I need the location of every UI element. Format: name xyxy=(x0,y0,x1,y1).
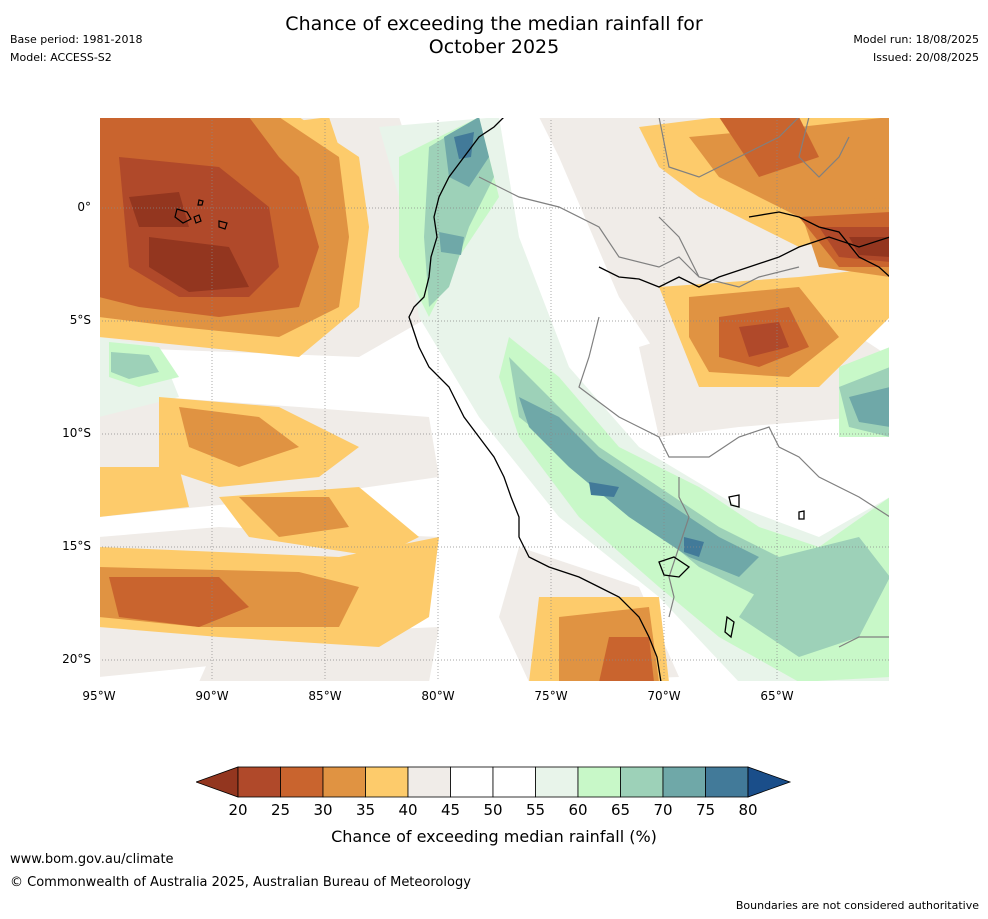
colorbar-cell xyxy=(450,766,494,798)
lat-label-10s: 10°S xyxy=(62,426,91,440)
colorbar-cell xyxy=(577,766,621,798)
colorbar-label: Chance of exceeding median rainfall (%) xyxy=(331,827,657,846)
title-line-1: Chance of exceeding the median rainfall … xyxy=(285,13,703,35)
issued-date: Issued: 20/08/2025 xyxy=(872,51,979,64)
colorbar-arrow-low xyxy=(196,766,239,798)
colorbar-tick-label: 35 xyxy=(355,801,376,819)
darkest-brown-patches xyxy=(129,192,890,292)
colorbar-tick-label: 55 xyxy=(525,801,546,819)
colorbar-cell xyxy=(662,766,706,798)
colorbar-tick-label: 80 xyxy=(738,801,758,819)
colorbar-cell xyxy=(280,766,324,798)
footer-copyright: © Commonwealth of Australia 2025, Austra… xyxy=(10,875,471,890)
galapagos-islands xyxy=(174,199,228,230)
lon-label-80w: 80°W xyxy=(421,689,455,703)
colorbar-cell xyxy=(705,766,749,798)
footer-url[interactable]: www.bom.gov.au/climate xyxy=(10,852,174,867)
lat-label-15s: 15°S xyxy=(62,539,91,553)
colorbar-cell xyxy=(535,766,579,798)
colorbar-tick-label: 50 xyxy=(483,801,503,819)
lat-label-0: 0° xyxy=(77,200,91,214)
colorbar-tick-label: 20 xyxy=(228,801,248,819)
colorbar-tick-label: 40 xyxy=(398,801,418,819)
lon-label-75w: 75°W xyxy=(534,689,568,703)
colorbar-cell xyxy=(407,766,451,798)
lon-label-85w: 85°W xyxy=(308,689,342,703)
colorbar-tick-label: 65 xyxy=(610,801,631,819)
colorbar-cell xyxy=(322,766,366,798)
lon-label-65w: 65°W xyxy=(760,689,794,703)
lat-label-20s: 20°S xyxy=(62,652,91,666)
title-line-2: October 2025 xyxy=(428,36,560,58)
grid-lines xyxy=(99,117,890,682)
lon-label-90w: 90°W xyxy=(195,689,229,703)
model-name: Model: ACCESS-S2 xyxy=(10,51,112,64)
colorbar xyxy=(196,766,792,798)
blue-patches xyxy=(454,132,704,557)
lon-label-70w: 70°W xyxy=(647,689,681,703)
map-title: Chance of exceeding the median rainfall … xyxy=(0,13,988,59)
base-period: Base period: 1981-2018 xyxy=(10,33,143,46)
colorbar-tick-label: 70 xyxy=(653,801,673,819)
colorbar-arrow-high xyxy=(747,766,792,798)
colorbar-tick-label: 30 xyxy=(313,801,333,819)
boundaries-disclaimer: Boundaries are not considered authoritat… xyxy=(735,899,979,912)
colorbar-cell xyxy=(620,766,664,798)
colorbar-tick-label: 25 xyxy=(270,801,291,819)
rainfall-map xyxy=(99,117,890,682)
colorbar-cell xyxy=(237,766,281,798)
country-borders xyxy=(478,117,890,648)
model-run: Model run: 18/08/2025 xyxy=(853,33,979,46)
lon-label-95w: 95°W xyxy=(82,689,116,703)
colorbar-tick-label: 75 xyxy=(695,801,716,819)
colorbar-cell xyxy=(365,766,409,798)
lat-label-5s: 5°S xyxy=(69,313,91,327)
colorbar-tick-label: 45 xyxy=(440,801,461,819)
coastline xyxy=(408,117,890,682)
colorbar-tick-label: 60 xyxy=(568,801,588,819)
colorbar-cell xyxy=(492,766,536,798)
